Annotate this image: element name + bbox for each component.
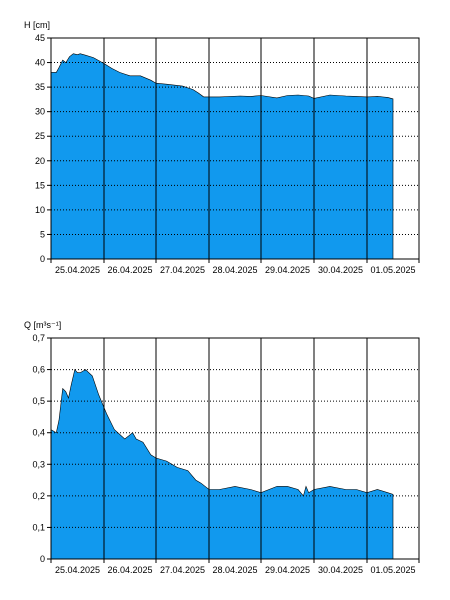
x-tick-label: 28.04.2025: [212, 265, 257, 275]
chart-1: 0 5 10 15 20 25 30 35 40 45 25.04.2025 26.04.2025 27…: [24, 20, 420, 275]
y-tick-label: 0,5: [32, 396, 45, 406]
x-tick-label: 29.04.2025: [265, 265, 310, 275]
y-tick-label: 0,3: [32, 459, 45, 469]
x-tick-label: 25.04.2025: [55, 565, 100, 575]
y-tick-label: 15: [35, 180, 45, 190]
x-tick-label: 27.04.2025: [160, 565, 205, 575]
y-tick-label: 0: [40, 554, 45, 564]
x-tick-label: 28.04.2025: [212, 565, 257, 575]
y-tick-label: 0,1: [32, 522, 45, 532]
y-tick-label: 0,4: [32, 428, 45, 438]
y-tick-label: 0,6: [32, 365, 45, 375]
y-axis-label: H [cm]: [24, 20, 50, 30]
y-tick-label: 0,7: [32, 333, 45, 343]
x-tick-label: 27.04.2025: [160, 265, 205, 275]
y-tick-label: 45: [35, 33, 45, 43]
y-tick-label: 0,2: [32, 491, 45, 501]
y-tick-label: 20: [35, 156, 45, 166]
plot-frame: [50, 337, 420, 560]
y-tick-label: 30: [35, 107, 45, 117]
x-tick-label: 26.04.2025: [107, 565, 152, 575]
y-tick-label: 40: [35, 58, 45, 68]
chart-2: 0 0,1 0,2 0,3 0,4 0,5 0,6 0,7 25.04.2025 26.04.20…: [24, 320, 420, 575]
plot-frame: [50, 37, 420, 260]
y-tick-label: 35: [35, 82, 45, 92]
y-tick-label: 0: [40, 254, 45, 264]
y-tick-label: 10: [35, 205, 45, 215]
x-tick-label: 01.05.2025: [370, 565, 415, 575]
series-area: [50, 368, 394, 560]
x-tick-label: 30.04.2025: [318, 565, 363, 575]
y-tick-label: 25: [35, 131, 45, 141]
x-tick-label: 01.05.2025: [370, 265, 415, 275]
y-axis-label: Q [m³s⁻¹]: [24, 320, 61, 330]
series-area: [50, 53, 394, 260]
x-tick-label: 29.04.2025: [265, 565, 310, 575]
y-tick-label: 5: [40, 229, 45, 239]
x-tick-label: 26.04.2025: [107, 265, 152, 275]
x-tick-label: 25.04.2025: [55, 265, 100, 275]
x-tick-label: 30.04.2025: [318, 265, 363, 275]
